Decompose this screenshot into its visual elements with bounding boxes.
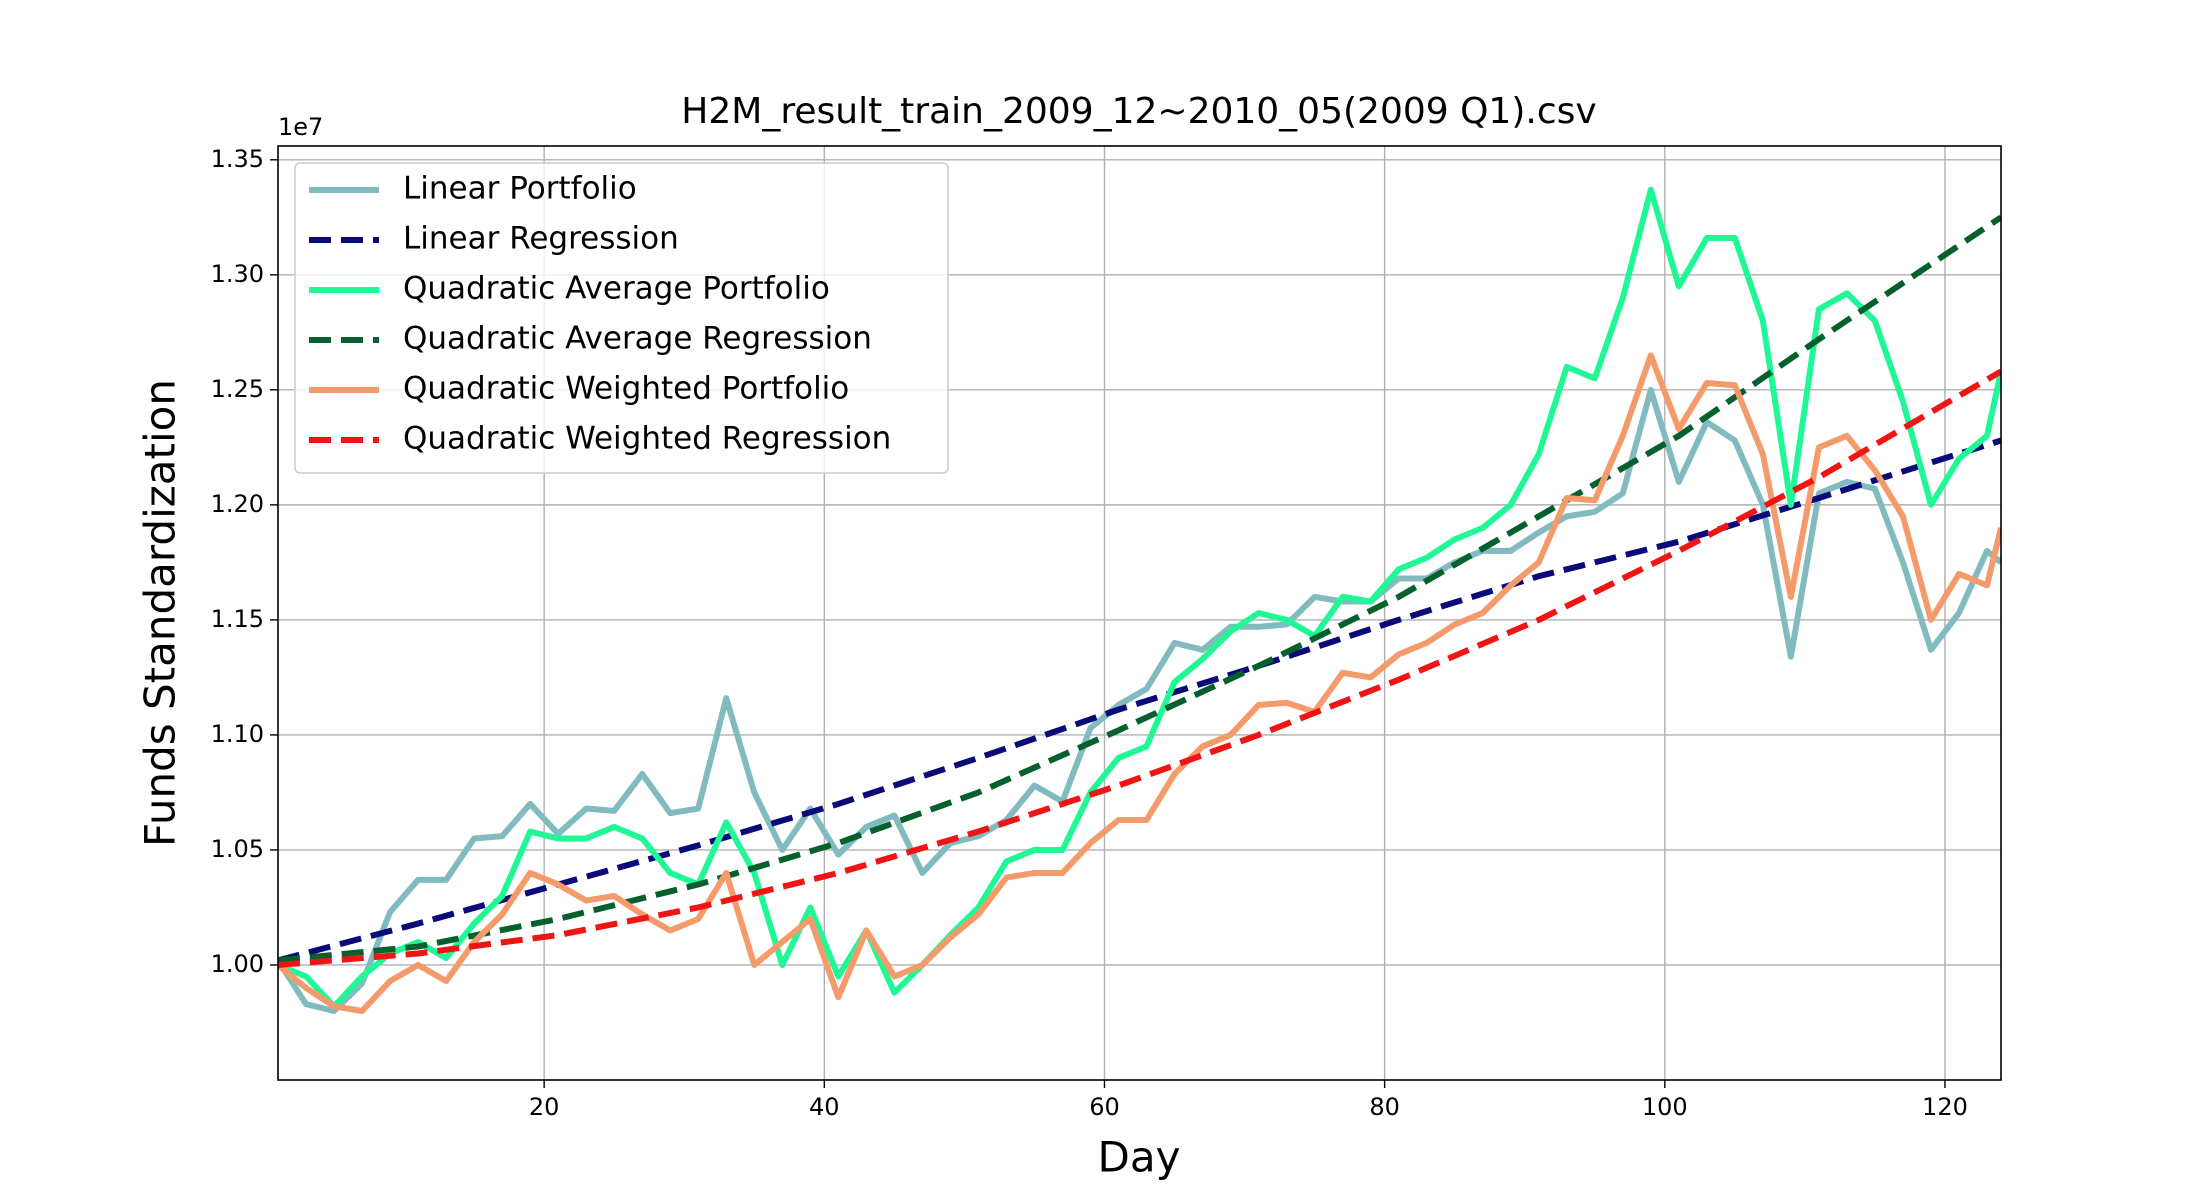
x-axis-label: Day [1098,1133,1181,1182]
legend-label: Linear Regression [403,221,679,257]
x-tick-label: 100 [1642,1093,1688,1121]
x-tick-label: 80 [1369,1093,1400,1121]
portfolio-line [278,352,2001,1014]
regression-line [278,214,2001,964]
legend-label: Quadratic Weighted Portfolio [403,371,849,407]
legend-label: Quadratic Weighted Regression [403,421,891,457]
y-tick-label: 1.20 [211,490,264,518]
y-tick-label: 1.00 [211,950,264,978]
y-tick-label: 1.30 [211,260,264,288]
x-tick-label: 40 [809,1093,840,1121]
plot-frame [277,145,2002,1081]
legend-label: Quadratic Average Regression [403,321,872,357]
y-axis-label: Funds Standardization [136,379,185,847]
x-tick-label: 60 [1089,1093,1120,1121]
y-tick-label: 1.05 [211,835,264,863]
y-tick-label: 1.15 [211,605,264,633]
legend-label: Quadratic Average Portfolio [403,271,830,307]
x-tick-label: 120 [1922,1093,1968,1121]
x-tick-label: 20 [529,1093,560,1121]
y-offset-label: 1e7 [278,113,323,141]
legend-box [294,162,949,474]
y-tick-label: 1.10 [211,720,264,748]
portfolio-line [278,186,2001,1010]
y-tick-label: 1.25 [211,375,264,403]
chart-title: H2M_result_train_2009_12~2010_05(2009 Q1… [681,91,1596,132]
portfolio-line [278,386,2001,1014]
legend-label: Linear Portfolio [403,171,637,207]
y-tick-label: 1.35 [211,145,264,173]
